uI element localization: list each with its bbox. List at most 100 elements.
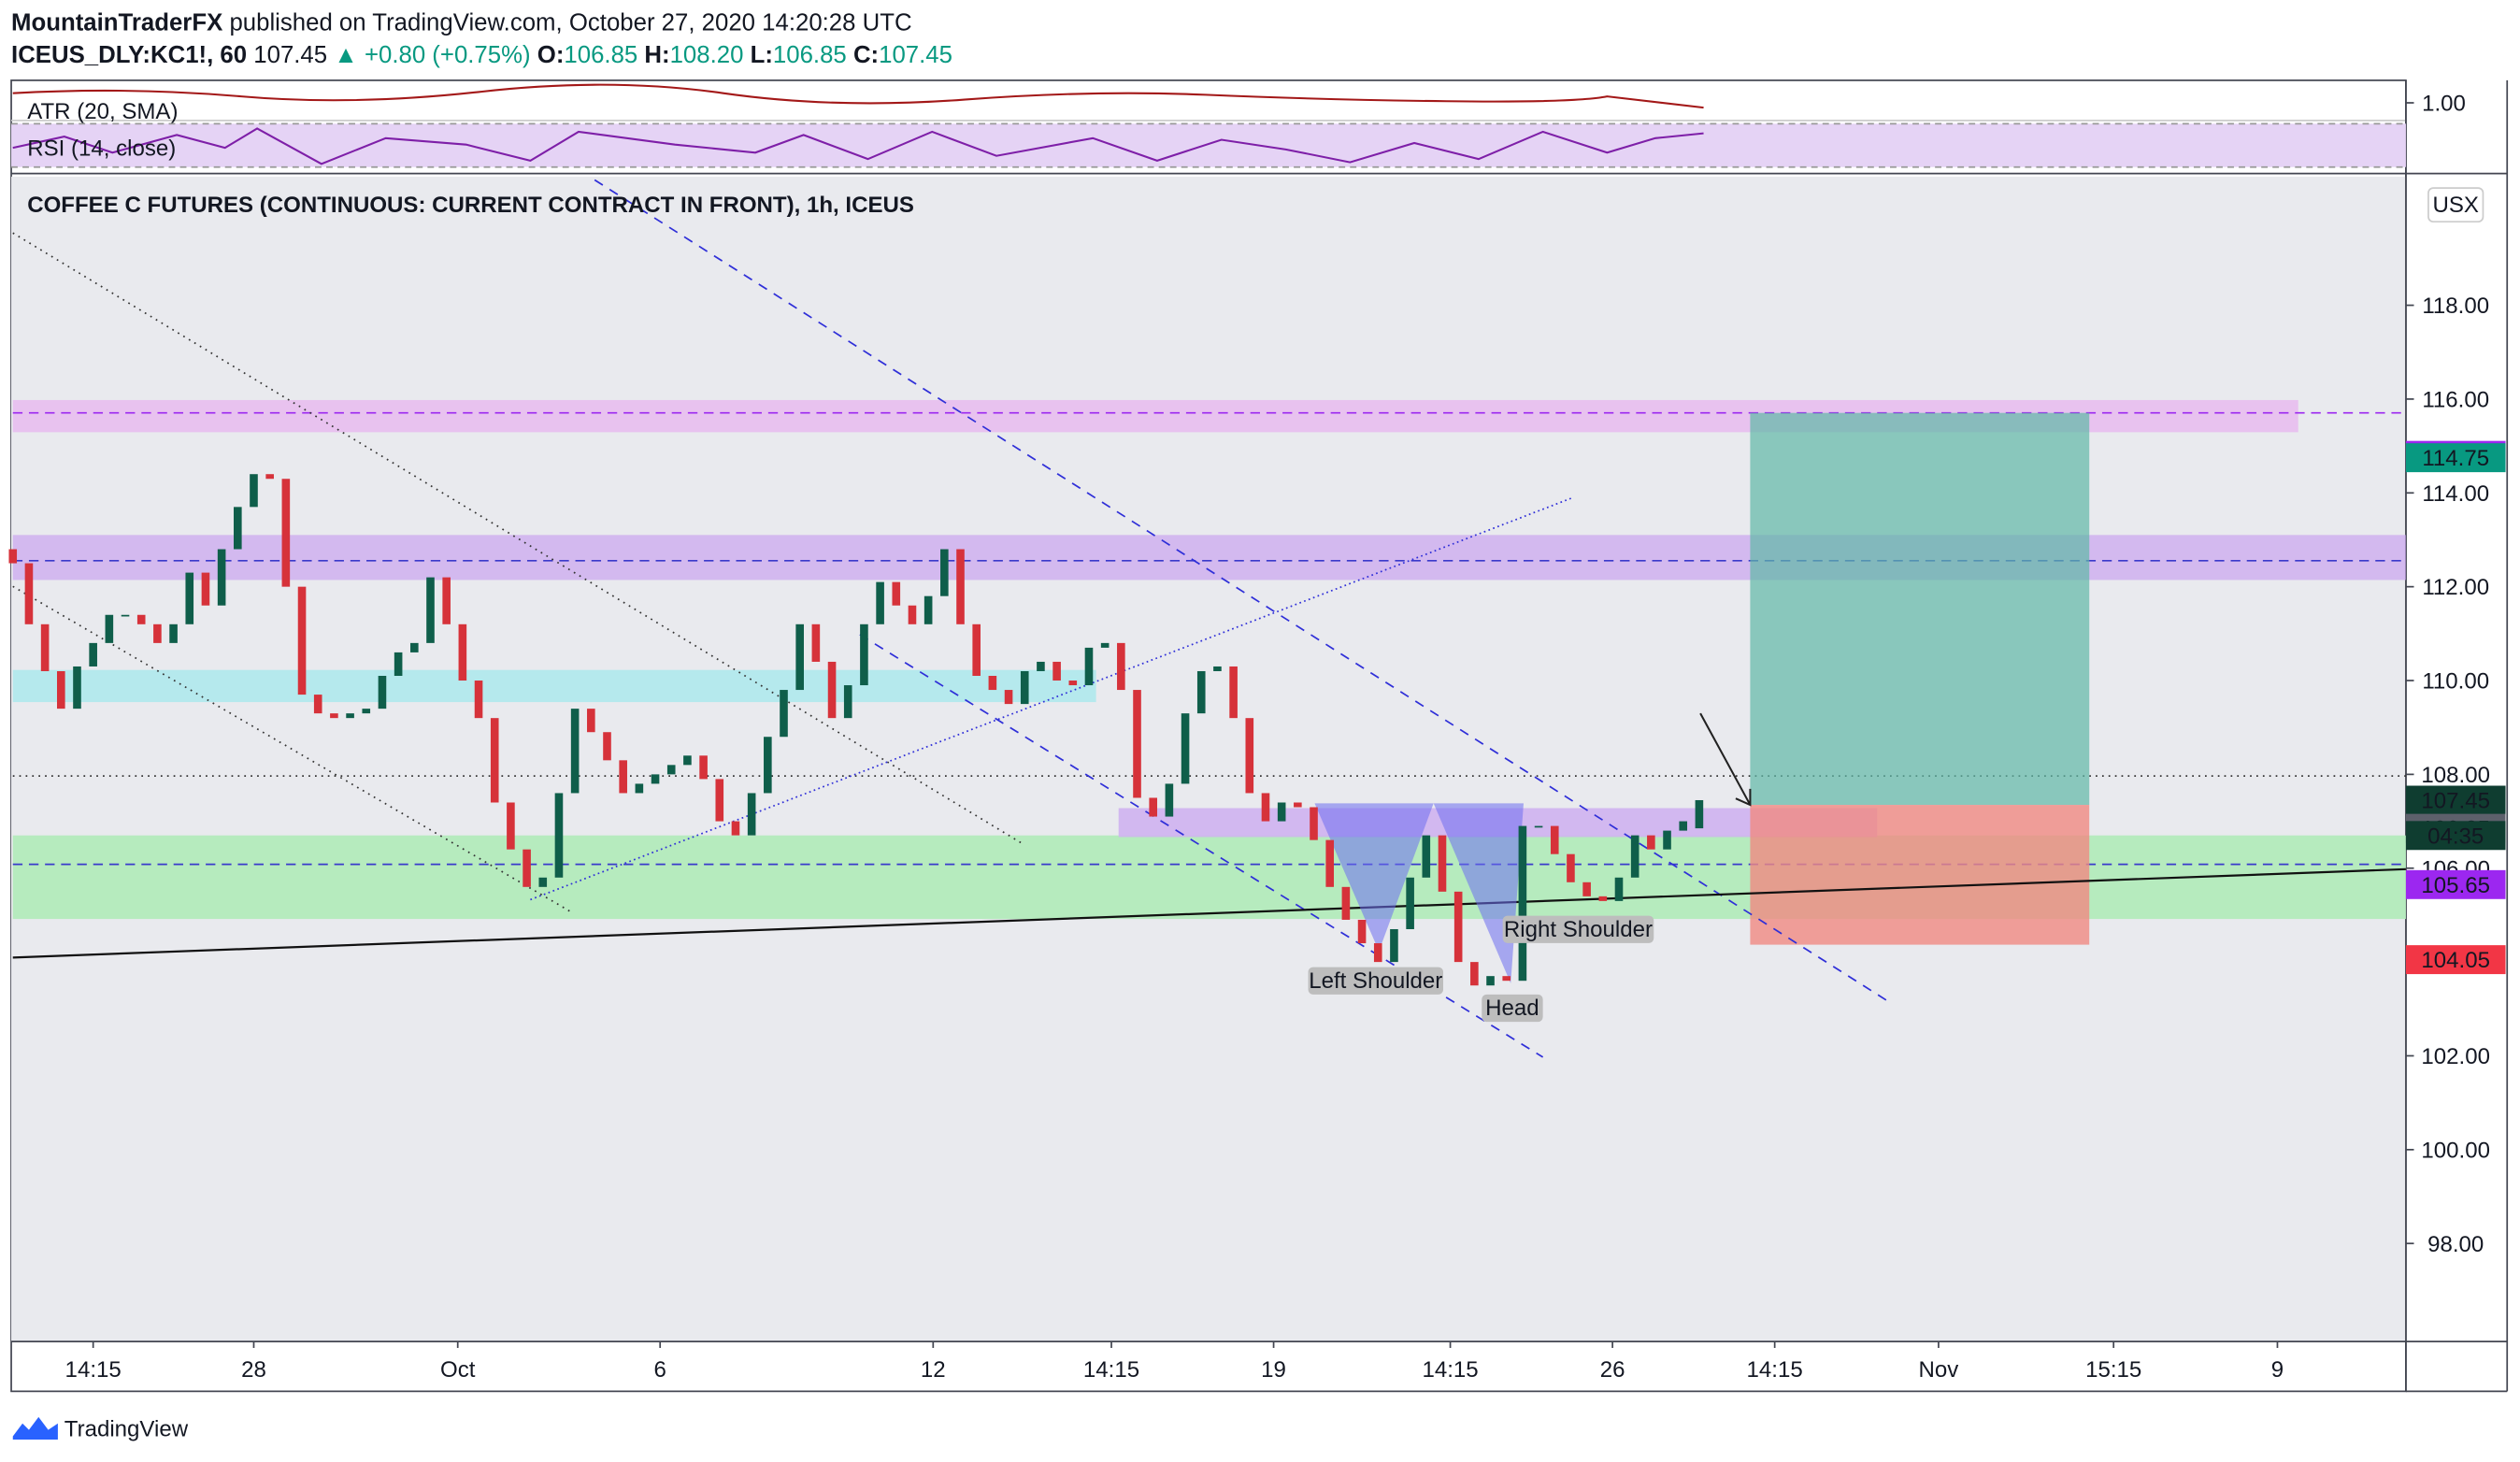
x-tick-label: 9 [2271, 1357, 2284, 1383]
annotation: Head [1485, 996, 1539, 1021]
x-tick-label: 19 [1261, 1357, 1286, 1383]
candle-body [1550, 825, 1559, 854]
currency: USX [2432, 193, 2478, 218]
candle-body [1390, 928, 1398, 963]
h-label: H: [644, 42, 669, 68]
ohlc-line: ICEUS_DLY:KC1!, 60 107.45 ▲ +0.80 (+0.75… [11, 42, 952, 68]
candle-body [1133, 690, 1141, 798]
candles [8, 474, 1704, 986]
candle-body [1196, 670, 1206, 714]
candle-body [1679, 821, 1688, 831]
y-tick-label: 108.00 [2421, 763, 2490, 788]
symbol: ICEUS_DLY:KC1!, 60 [11, 42, 247, 68]
x-tick-label: 14:15 [65, 1357, 122, 1383]
candle-body [666, 765, 676, 775]
candle-body [153, 624, 162, 643]
candle-body [1357, 919, 1367, 944]
candle-body [988, 676, 997, 691]
published: published on TradingView.com, October 27… [229, 10, 911, 36]
candle-body [426, 577, 435, 643]
stop-zone [1750, 805, 2090, 945]
candle-body [603, 732, 611, 761]
candle-body [410, 642, 419, 652]
price-label: 114.75 [2422, 446, 2489, 471]
change: ▲ +0.80 (+0.75%) [334, 42, 530, 68]
candle-body [651, 774, 660, 784]
y-tick-label: 98.00 [2427, 1232, 2484, 1257]
candle-body [40, 624, 50, 671]
price-label: 107.45 [2421, 789, 2490, 814]
candle-body [217, 549, 226, 606]
candle-body [1470, 962, 1479, 986]
candle-body [764, 737, 772, 794]
candle-body [1117, 642, 1125, 691]
candle-body [1341, 886, 1351, 920]
candle-body [1582, 882, 1591, 896]
candle-body [1261, 793, 1270, 822]
candle-body [346, 713, 354, 719]
rsi-label: RSI (14, close) [27, 136, 176, 162]
candle-body [250, 474, 258, 508]
candle-body [1325, 839, 1335, 887]
candle-body [1310, 807, 1318, 840]
candle-body [1422, 835, 1431, 878]
atr-line [12, 83, 1704, 109]
candle-body [1614, 877, 1624, 901]
countdown: 04:35 [2427, 824, 2484, 849]
candle-body [747, 793, 756, 836]
candle-body [1598, 896, 1608, 901]
candle-body [843, 685, 852, 719]
candle-body [1181, 713, 1190, 784]
candle-body [1438, 835, 1447, 892]
candle-body [1518, 825, 1527, 982]
candle-body [362, 709, 371, 714]
o: 106.85 [564, 42, 637, 68]
y-tick-label: 116.00 [2422, 388, 2489, 413]
candle-body [1373, 943, 1382, 963]
target-zone [1750, 412, 2090, 806]
projection-arrow [1699, 712, 1752, 807]
x-tick-label: 26 [1600, 1357, 1625, 1383]
y-tick-label: 100.00 [2421, 1138, 2490, 1163]
candle-body [1277, 802, 1286, 822]
candle-body [1534, 825, 1543, 828]
rsi-band [11, 123, 2406, 167]
annotation-box [1482, 994, 1543, 1023]
annotation: Right Shoulder [1504, 917, 1653, 942]
candle-body [169, 624, 178, 643]
candle-body [538, 877, 548, 887]
candle-body [281, 479, 291, 587]
candle-body [458, 624, 467, 681]
candle-body [699, 755, 708, 780]
candle-body [940, 549, 949, 596]
annotation-box [1308, 967, 1444, 995]
candle-body [1486, 976, 1495, 986]
price-label-box [2405, 785, 2506, 815]
candle-body [507, 802, 515, 850]
candle-body [972, 624, 981, 677]
candle-body [105, 614, 114, 643]
candle-body [1453, 891, 1463, 963]
candle-body [731, 821, 740, 836]
x-tick-label: 14:15 [1422, 1357, 1478, 1383]
candle-body [57, 670, 65, 710]
candle-body [827, 661, 837, 719]
x-tick-label: 14:15 [1747, 1357, 1803, 1383]
candle-body [185, 572, 194, 624]
candle-body [1052, 661, 1061, 681]
candle-body [234, 507, 242, 550]
candle-body [1100, 642, 1110, 648]
candle-body [24, 563, 34, 624]
candle-body [1020, 670, 1029, 705]
price-label-box [2405, 869, 2506, 899]
candle-body [442, 577, 451, 624]
candle-body [1213, 666, 1222, 671]
candle-body [297, 586, 307, 695]
candle-body [490, 718, 499, 803]
x-tick-label: 14:15 [1083, 1357, 1139, 1383]
y-tick-label: 112.00 [2422, 575, 2489, 600]
x-tick-label: 12 [921, 1357, 946, 1383]
header-line: MountainTraderFX published on TradingVie… [11, 10, 912, 36]
candle-body [908, 605, 917, 624]
